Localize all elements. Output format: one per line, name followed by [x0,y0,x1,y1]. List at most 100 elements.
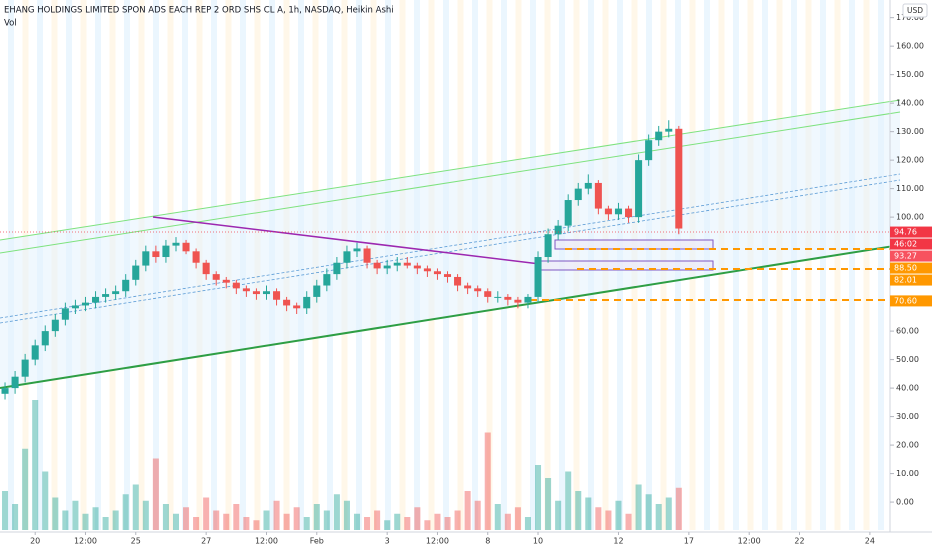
axes: 0.00 10.00 20.00 30.00 40.00 50.00 60.00 100.00… [30,13,924,545]
candle-body [524,296,532,303]
candle-body [403,262,411,266]
candle-body [383,265,391,269]
y-tick-label: 140.00 [896,99,924,108]
candle-body [1,388,9,394]
volume-bar [343,500,350,530]
candle-body [313,285,321,297]
volume-bar [183,507,190,530]
volume-bar [122,494,129,530]
y-tick-label: 30.00 [896,412,919,421]
currency: USD [907,6,923,15]
candle-body [534,257,542,297]
candle-body [645,140,653,161]
candle-body [61,308,69,320]
volume-bar [283,513,290,530]
zone [554,239,714,250]
volume-bar [213,510,220,530]
candle-body [514,299,522,303]
volume-bar [353,513,361,530]
x-tick-label: 17 [684,537,694,546]
volume-bar [313,504,320,530]
candle-body [262,291,271,295]
channel-mid [0,179,901,324]
volume-bar [424,520,431,530]
volume-bar [172,513,180,530]
candle-body [474,288,482,292]
price-label: 93.27 [894,252,917,261]
volume-bar [142,500,149,530]
volume-bar [52,497,59,530]
volume-bar [42,471,49,530]
y-tick-label: 150.00 [896,70,924,79]
y-tick-label: 50.00 [896,355,919,364]
volume-bar [253,520,260,530]
candle-body [31,345,39,360]
volume-bar [333,494,340,530]
session-stripe [820,0,826,530]
price-label: 70.60 [894,296,917,305]
candle-body [81,302,89,306]
candle-body [182,242,190,252]
volume-bar [555,500,562,530]
x-tick-label: 12 [613,537,623,546]
countdown: 46:02 [894,240,917,249]
candle-body [122,279,130,292]
volume-bar [585,497,592,530]
price-label: 88.50 [894,264,917,273]
session-stripe [834,0,841,530]
candle-body [594,182,602,209]
volume-bar [454,510,461,530]
currency-box[interactable] [902,3,928,18]
volume-bar [565,471,572,530]
volume-bar [82,513,89,530]
price-label-box [890,262,932,274]
volume-bar [92,507,99,530]
candle-body [544,234,552,258]
volume-bar [223,513,230,530]
y-tick-label: 100.00 [896,213,924,222]
volume-bar [273,500,280,530]
price-label-box [890,274,932,286]
candle-body [333,262,341,275]
volume-bar [384,520,391,530]
x-tick-label: 22 [794,537,804,546]
candle-body [303,296,311,309]
candle-body [564,200,572,226]
candle-body [353,248,361,252]
volume-bar [444,517,451,530]
y-tick-label: 170.00 [896,13,924,22]
volume-bar [243,517,250,530]
candle-body [242,288,250,292]
channel-upper-inner [0,111,901,254]
volume-bar [474,500,481,530]
candle-body [604,208,612,215]
volume-bar [464,491,471,530]
session-stripe [805,0,812,530]
volume-bar [72,500,79,530]
candle-body [635,160,643,218]
y-tick-label: 40.00 [896,384,919,393]
volume-bar [364,517,371,530]
candle-body [393,262,401,266]
channel-mid [0,173,901,319]
volume-bar [263,510,270,530]
price-label-box [890,250,932,262]
volume-bar [22,448,29,530]
x-tick-label: 12:00 [255,537,278,546]
candle-body [464,285,472,289]
candles [1,120,683,400]
price-label-box [890,295,932,307]
y-tick-label: 60.00 [896,327,919,336]
candle-body [202,262,210,275]
volume-bar [203,497,210,530]
volume-bar [303,517,310,530]
candle-body [92,296,100,303]
x-tick-label: 20 [30,537,40,546]
y-tick-label: 160.00 [896,42,924,51]
volume-bar [675,487,682,530]
candle-body [152,251,160,258]
volume-bar [112,510,119,530]
candle-body [132,265,140,280]
x-tick-label: 24 [865,537,875,546]
candle-body [484,291,492,297]
